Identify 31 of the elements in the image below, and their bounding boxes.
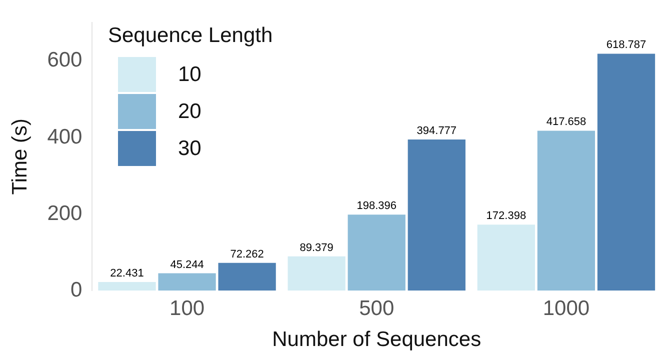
bar bbox=[408, 139, 466, 291]
legend-title: Sequence Length bbox=[108, 24, 273, 48]
y-tick-label: 400 bbox=[47, 125, 82, 148]
x-tick-label: 100 bbox=[170, 296, 205, 320]
x-tick-label: 1000 bbox=[542, 296, 590, 320]
y-tick-label: 200 bbox=[47, 202, 82, 225]
bar bbox=[597, 54, 656, 291]
data-label: 89.379 bbox=[300, 242, 334, 254]
y-tick-label: 0 bbox=[70, 278, 82, 302]
data-label: 417.658 bbox=[546, 116, 586, 128]
bar bbox=[288, 256, 346, 291]
data-label: 618.787 bbox=[606, 39, 646, 52]
legend-label: 20 bbox=[178, 100, 202, 124]
data-label: 45.244 bbox=[170, 258, 204, 271]
bar bbox=[348, 214, 406, 291]
bar bbox=[537, 130, 596, 291]
y-axis-title: Time (s) bbox=[8, 118, 32, 195]
data-label: 72.262 bbox=[230, 248, 264, 260]
bar bbox=[218, 262, 276, 291]
legend-label: 30 bbox=[178, 136, 202, 160]
data-label: 172.398 bbox=[486, 210, 526, 222]
legend-label: 10 bbox=[178, 62, 202, 86]
data-label: 198.396 bbox=[356, 200, 396, 212]
x-tick-label: 500 bbox=[359, 296, 394, 320]
y-tick-label: 600 bbox=[47, 48, 82, 72]
data-label: 22.431 bbox=[110, 268, 144, 280]
x-axis-title: Number of Sequences bbox=[272, 328, 482, 352]
bar bbox=[477, 224, 535, 291]
bar bbox=[98, 282, 156, 291]
data-label: 394.777 bbox=[416, 124, 457, 137]
bar bbox=[158, 273, 216, 291]
